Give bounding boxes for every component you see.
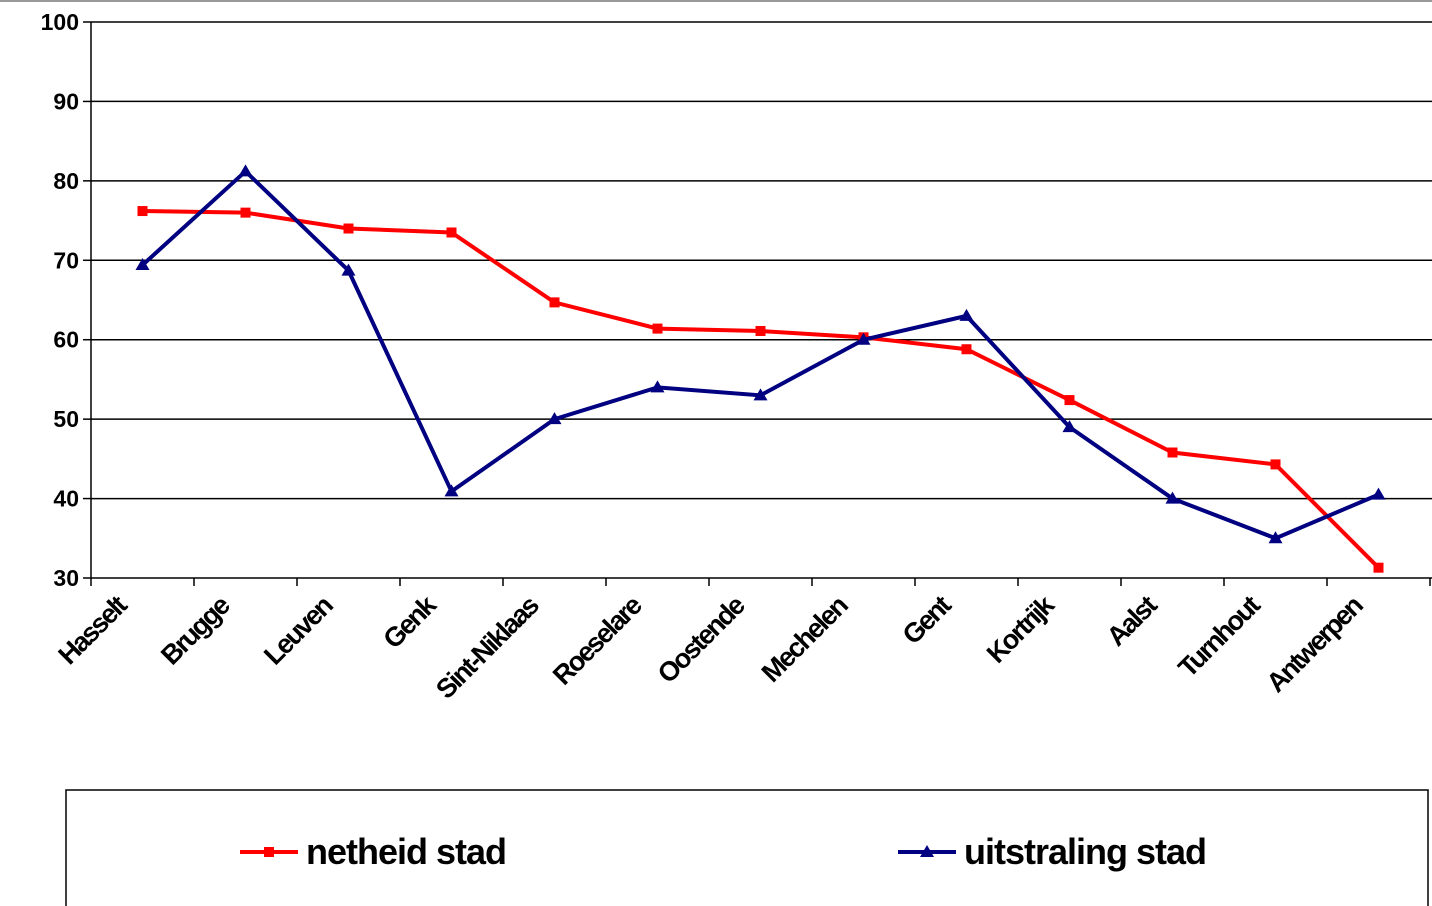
marker (137, 206, 148, 217)
x-tick-label: Aalst (1101, 590, 1163, 652)
marker (650, 380, 665, 393)
marker (1373, 562, 1384, 573)
marker (341, 263, 356, 276)
y-tick-label: 90 (53, 88, 79, 114)
x-tick-label: Sint-Niklaas (430, 590, 544, 704)
marker (444, 484, 459, 497)
marker (1167, 447, 1178, 458)
marker (920, 845, 934, 857)
legend-box (65, 789, 1429, 906)
marker (755, 325, 766, 336)
legend-label: netheid stad (306, 831, 506, 872)
y-tick-label: 30 (53, 565, 79, 591)
y-tick-label: 70 (53, 247, 79, 273)
x-tick-label: Kortrijk (981, 589, 1061, 669)
marker (343, 223, 354, 234)
y-tick-label: 80 (53, 168, 79, 194)
y-tick-label: 100 (41, 9, 79, 35)
x-tick-label: Brugge (155, 590, 236, 671)
y-tick-label: 50 (53, 406, 79, 432)
y-tick-label: 40 (53, 486, 79, 512)
marker (1062, 420, 1077, 433)
marker (240, 207, 251, 218)
x-tick-label: Mechelen (756, 591, 853, 688)
marker (856, 332, 871, 345)
marker (1371, 487, 1386, 500)
marker (547, 412, 562, 425)
marker (961, 344, 972, 355)
marker (959, 308, 974, 321)
marker (135, 258, 150, 271)
x-tick-label: Antwerpen (1261, 591, 1368, 698)
marker (1268, 531, 1283, 544)
marker (753, 388, 768, 401)
legend-label: uitstraling stad (964, 831, 1206, 872)
x-tick-label: Oostende (652, 590, 751, 689)
marker (1064, 395, 1075, 406)
marker (549, 297, 560, 308)
x-tick-label: Turnhout (1172, 590, 1266, 684)
marker (446, 227, 457, 238)
marker (1165, 491, 1180, 504)
marker (238, 164, 253, 177)
marker (264, 847, 274, 857)
x-tick-label: Hasselt (53, 590, 134, 671)
marker (652, 323, 663, 334)
marker (1270, 459, 1281, 470)
x-tick-label: Roeselare (547, 590, 648, 691)
x-tick-label: Leuven (258, 591, 338, 671)
y-tick-label: 60 (53, 327, 79, 353)
x-tick-label: Genk (377, 589, 442, 654)
x-tick-label: Gent (897, 590, 957, 650)
